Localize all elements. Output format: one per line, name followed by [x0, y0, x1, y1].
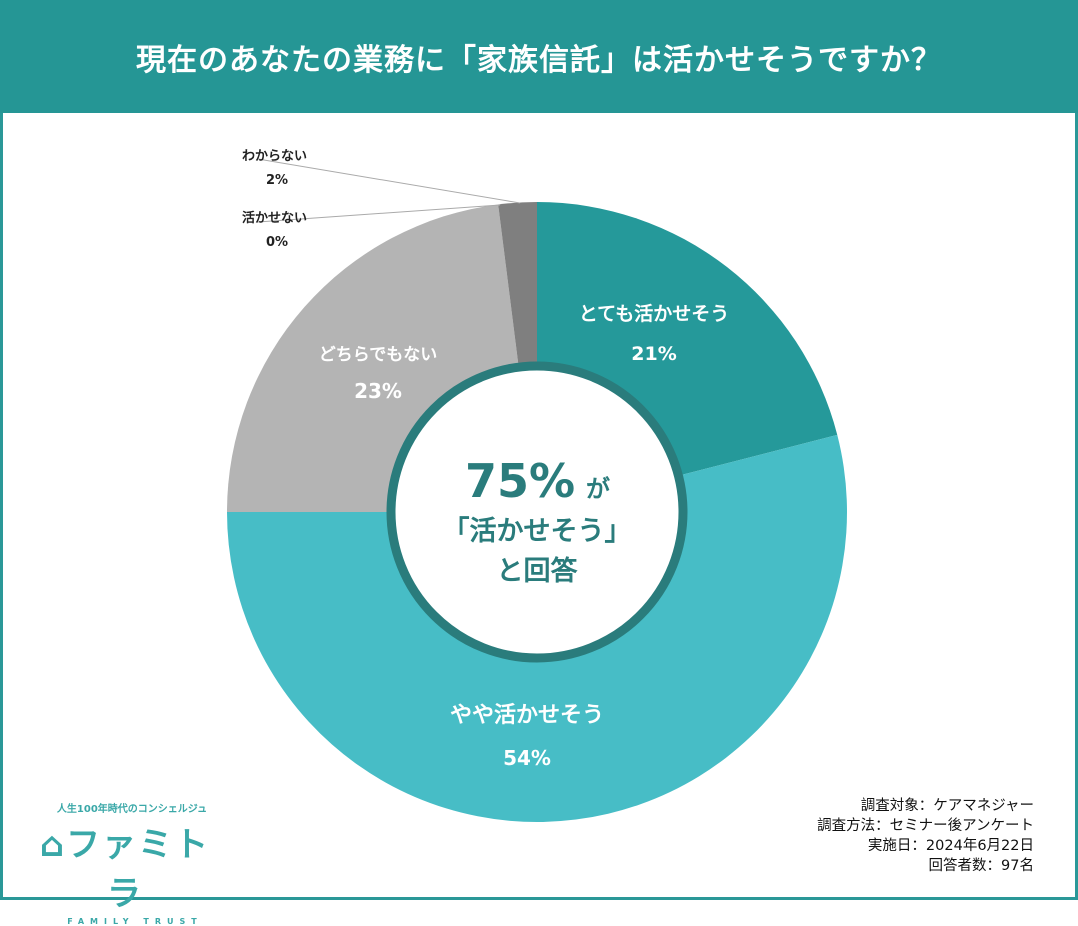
slice-label-2: どちらでもない	[319, 345, 438, 365]
center-suffix: が	[586, 475, 610, 503]
slice-label-1: やや活かせそう	[450, 703, 604, 728]
center-line2: 「活かせそう」	[443, 515, 632, 547]
note-method: 調査方法：セミナー後アンケート	[817, 818, 1034, 834]
house-icon: ⌂	[39, 825, 67, 865]
slice-label-4: わからない	[242, 149, 307, 164]
survey-notes: 調査対象：ケアマネジャー 調査方法：セミナー後アンケート 実施日：2024年6月…	[817, 796, 1034, 876]
note-date: 実施日：2024年6月22日	[867, 838, 1034, 854]
leader-line-wakaranai	[257, 158, 521, 204]
center-percent: 75%	[465, 454, 575, 508]
logo: 人生100年時代のコンシェルジュ ⌂ファミトラ FAMILY TRUST	[30, 800, 220, 926]
slice-value-2: 23%	[354, 379, 402, 403]
pie-chart: とても活かせそう 21% やや活かせそう 54% どちらでもない 23% わから…	[227, 149, 848, 822]
logo-text: ファミトラ	[66, 825, 211, 914]
center-line3: と回答	[497, 555, 579, 587]
slice-value-1: 54%	[503, 746, 551, 770]
logo-sub: FAMILY TRUST	[67, 917, 203, 926]
slice-value-4: 2%	[266, 173, 288, 188]
slice-value-3: 0%	[266, 235, 288, 250]
logo-tagline: 人生100年時代のコンシェルジュ	[56, 804, 208, 815]
donut-center	[386, 361, 688, 663]
slice-label-0: とても活かせそう	[579, 302, 729, 325]
slice-value-0: 21%	[631, 343, 676, 365]
note-respondents: 回答者数：97名	[928, 858, 1034, 874]
leader-line-ikasenai	[257, 204, 501, 223]
logo-name: ⌂ファミトラ	[30, 817, 220, 915]
note-target: 調査対象：ケアマネジャー	[860, 798, 1034, 814]
slice-label-3: 活かせない	[242, 210, 307, 226]
chart-title: 現在のあなたの業務に「家族信託」は活かせそうですか？	[0, 0, 1078, 113]
